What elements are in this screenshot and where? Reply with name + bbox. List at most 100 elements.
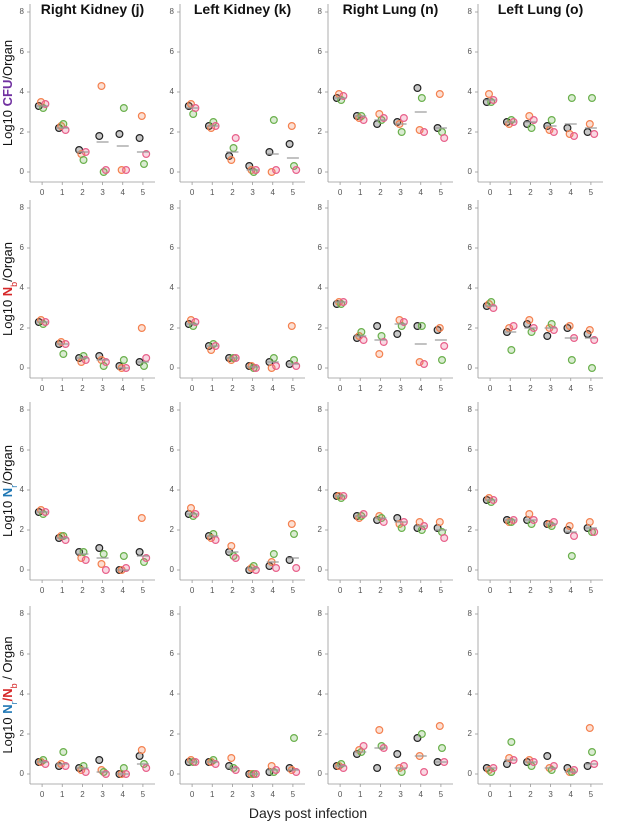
point	[588, 93, 597, 102]
point	[525, 510, 534, 519]
y-tick-label: 8	[170, 203, 175, 212]
y-tick-label: 8	[20, 7, 25, 16]
y-tick-label: 4	[318, 689, 323, 698]
y-tick-label: 8	[170, 7, 175, 16]
point	[122, 166, 131, 175]
point	[417, 93, 426, 102]
point	[565, 322, 574, 331]
y-tick-label: 2	[318, 323, 323, 332]
point	[549, 128, 558, 137]
x-tick-label: 1	[508, 790, 513, 799]
x-tick-label: 3	[250, 188, 255, 197]
point	[227, 541, 236, 550]
y-tick-label: 0	[468, 769, 473, 778]
x-tick-label: 0	[190, 790, 195, 799]
point	[231, 134, 240, 143]
y-tick-label: 8	[318, 203, 323, 212]
y-tick-label: 0	[20, 363, 25, 372]
point	[97, 81, 106, 90]
y-tick-label: 8	[468, 405, 473, 414]
point	[527, 123, 536, 132]
point	[565, 521, 574, 530]
y-tick-label: 0	[318, 167, 323, 176]
point	[507, 737, 516, 746]
panel: 0 2 4 6 8 0 1 2 3 4 5	[20, 402, 155, 595]
point	[393, 749, 402, 758]
x-tick-label: 0	[40, 384, 45, 393]
point	[79, 156, 88, 165]
point	[59, 350, 68, 359]
panel-title: Left Lung (o)	[498, 1, 584, 17]
y-tick-label: 4	[468, 283, 473, 292]
y-tick-label: 2	[170, 729, 175, 738]
y-tick-label: 4	[170, 87, 175, 96]
panel: 0 2 4 6 8 0 1 2 3 4 5	[468, 200, 603, 393]
y-tick-label: 4	[170, 283, 175, 292]
point	[484, 89, 493, 98]
y-tick-label: 8	[468, 609, 473, 618]
point	[290, 162, 299, 171]
y-tick-label: 0	[20, 167, 25, 176]
y-tick-label: 0	[170, 167, 175, 176]
y-tick-label: 6	[468, 445, 473, 454]
x-tick-label: 3	[398, 790, 403, 799]
y-tick-label: 6	[318, 243, 323, 252]
x-tick-label: 5	[141, 188, 146, 197]
point	[375, 350, 384, 359]
point	[142, 354, 151, 363]
y-tick-label: 6	[468, 47, 473, 56]
y-tick-label: 2	[318, 127, 323, 136]
x-tick-label: 4	[569, 188, 574, 197]
x-tick-label: 5	[439, 790, 444, 799]
x-tick-label: 4	[121, 586, 126, 595]
label-part: N	[0, 488, 15, 497]
point	[543, 751, 552, 760]
point	[399, 113, 408, 122]
y-tick-label: 4	[468, 485, 473, 494]
y-tick-label: 2	[318, 525, 323, 534]
x-tick-label: 1	[60, 188, 65, 197]
point	[119, 356, 128, 365]
point	[440, 134, 449, 143]
point	[290, 733, 299, 742]
y-tick-label: 8	[468, 203, 473, 212]
y-tick-label: 6	[20, 47, 25, 56]
x-tick-label: 2	[378, 586, 383, 595]
panel: 0 2 4 6 8 0 1 2 3 4 5	[318, 402, 453, 595]
point	[397, 128, 406, 137]
panel-title: Right Kidney (j)	[41, 1, 144, 17]
x-tick-label: 4	[569, 384, 574, 393]
point	[97, 559, 106, 568]
point	[438, 743, 447, 752]
panel: 0 2 4 6 8 0 1 2 3 4 5	[170, 200, 305, 393]
point	[267, 168, 276, 177]
point	[142, 763, 151, 772]
y-tick-label: 6	[20, 243, 25, 252]
x-tick-label: 4	[271, 188, 276, 197]
y-axis-label: Log10 Nr/Nb / Organ	[0, 636, 19, 753]
x-tick-label: 1	[358, 188, 363, 197]
point	[435, 517, 444, 526]
point	[359, 336, 368, 345]
panel-title: Right Lung (n)	[343, 1, 439, 17]
x-tick-label: 3	[548, 586, 553, 595]
y-axis-label: Log10 Nr/Organ	[0, 445, 19, 537]
x-tick-label: 5	[291, 586, 296, 595]
point	[135, 134, 144, 143]
point	[251, 364, 260, 373]
point	[379, 517, 388, 526]
point	[269, 115, 278, 124]
x-tick-label: 2	[528, 586, 533, 595]
point	[357, 328, 366, 337]
x-tick-label: 0	[488, 188, 493, 197]
x-tick-label: 1	[358, 790, 363, 799]
x-tick-label: 5	[291, 790, 296, 799]
y-tick-label: 6	[318, 649, 323, 658]
y-axis-label: Log10 CFU/Organ	[0, 40, 15, 146]
x-tick-label: 2	[528, 188, 533, 197]
x-tick-label: 5	[439, 384, 444, 393]
point	[229, 144, 238, 153]
y-tick-label: 8	[20, 405, 25, 414]
y-tick-label: 4	[20, 87, 25, 96]
point	[140, 557, 149, 566]
